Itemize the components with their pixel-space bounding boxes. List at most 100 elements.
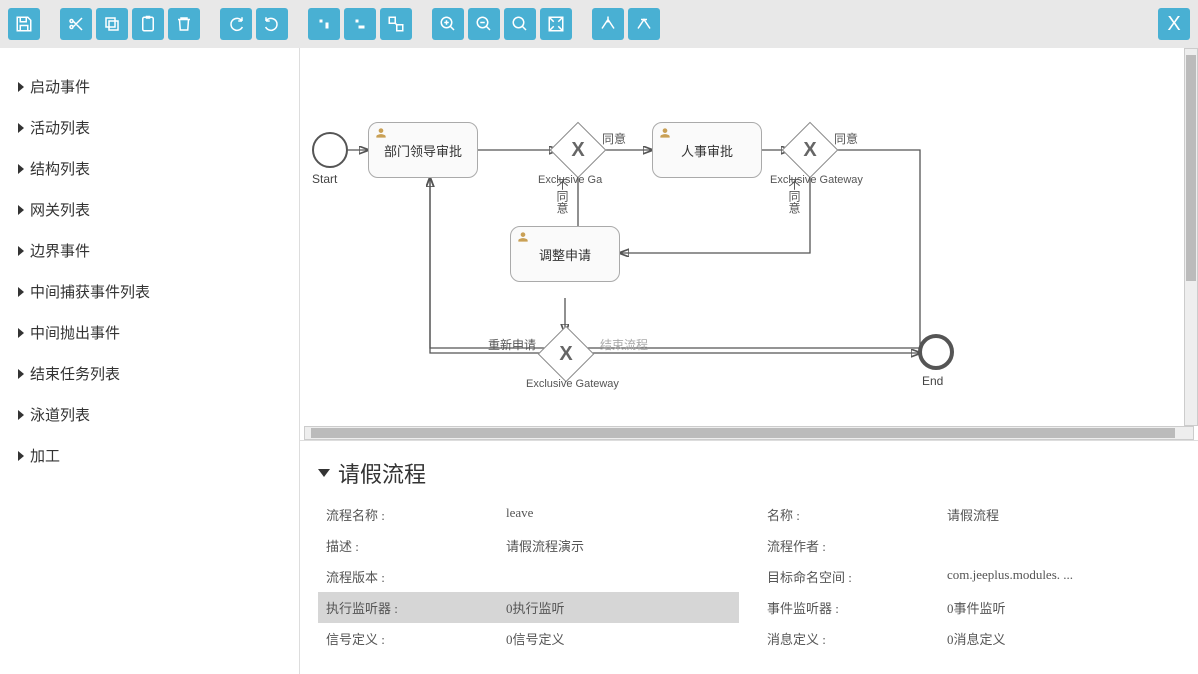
property-value: 0事件监听: [947, 598, 1172, 617]
sidebar-item-label: 边界事件: [30, 240, 90, 261]
properties-title: 请假流程: [338, 457, 426, 489]
zoomin-icon: [439, 15, 457, 33]
property-row[interactable]: 信号定义 :0信号定义: [318, 623, 739, 654]
property-value: 请假流程: [947, 505, 1172, 524]
flow-label-reapply: 重新申请: [488, 336, 536, 353]
property-label: 描述 :: [326, 536, 506, 555]
property-row[interactable]: 流程版本 :: [318, 561, 739, 592]
sidebar-item-1[interactable]: 活动列表: [12, 107, 287, 148]
bpmn-canvas[interactable]: Start 部门领导审批 X Exclusive Ga 人事审批 X Exclu…: [300, 48, 1198, 426]
sidebar-item-7[interactable]: 结束任务列表: [12, 353, 287, 394]
sidebar: 启动事件活动列表结构列表网关列表边界事件中间捕获事件列表中间抛出事件结束任务列表…: [0, 48, 300, 674]
alignh-icon: [351, 15, 369, 33]
gateway-1[interactable]: X Exclusive Ga: [558, 130, 598, 170]
alignv-icon: [315, 15, 333, 33]
property-value: com.jeeplus.modules. ...: [947, 567, 1172, 586]
sidebar-item-3[interactable]: 网关列表: [12, 189, 287, 230]
task-label: 调整申请: [539, 245, 591, 264]
same-size-button[interactable]: [380, 8, 412, 40]
property-label: 信号定义 :: [326, 629, 506, 648]
save-icon: [15, 15, 33, 33]
property-row[interactable]: 执行监听器 :0执行监听: [318, 592, 739, 623]
property-value: [506, 567, 731, 586]
cut-button[interactable]: [60, 8, 92, 40]
samesize-icon: [387, 15, 405, 33]
align-h-button[interactable]: [344, 8, 376, 40]
bend-add-button[interactable]: [592, 8, 624, 40]
paste-button[interactable]: [132, 8, 164, 40]
property-row[interactable]: 消息定义 :0消息定义: [759, 623, 1180, 654]
property-row[interactable]: 事件监听器 :0事件监听: [759, 592, 1180, 623]
caret-right-icon: [18, 123, 24, 133]
sidebar-item-5[interactable]: 中间捕获事件列表: [12, 271, 287, 312]
redo-icon: [227, 15, 245, 33]
user-icon: [374, 126, 388, 140]
property-value: 请假流程演示: [506, 536, 731, 555]
properties-header[interactable]: 请假流程: [318, 451, 1180, 499]
canvas-area[interactable]: Start 部门领导审批 X Exclusive Ga 人事审批 X Exclu…: [300, 48, 1198, 426]
zoomreset-icon: [511, 15, 529, 33]
horizontal-scrollbar[interactable]: [304, 426, 1194, 440]
sidebar-item-label: 网关列表: [30, 199, 90, 220]
flow-label-agree-1: 同意: [602, 130, 626, 147]
save-button[interactable]: [8, 8, 40, 40]
sidebar-item-0[interactable]: 启动事件: [12, 66, 287, 107]
property-row[interactable]: 目标命名空间 :com.jeeplus.modules. ...: [759, 561, 1180, 592]
zoom-reset-button[interactable]: [504, 8, 536, 40]
start-event[interactable]: [312, 132, 348, 168]
sidebar-item-2[interactable]: 结构列表: [12, 148, 287, 189]
property-label: 执行监听器 :: [326, 598, 506, 617]
gateway-3[interactable]: X Exclusive Gateway: [546, 334, 586, 374]
property-value: [947, 536, 1172, 555]
copy-icon: [103, 15, 121, 33]
caret-right-icon: [18, 82, 24, 92]
undo-icon: [263, 15, 281, 33]
cut-icon: [67, 15, 85, 33]
bendadd-icon: [599, 15, 617, 33]
paste-icon: [139, 15, 157, 33]
property-value: 0执行监听: [506, 598, 731, 617]
zoom-out-button[interactable]: [468, 8, 500, 40]
sidebar-item-label: 结构列表: [30, 158, 90, 179]
end-event[interactable]: [918, 334, 954, 370]
bend-remove-button[interactable]: [628, 8, 660, 40]
zoom-fit-button[interactable]: [540, 8, 572, 40]
sidebar-item-label: 中间捕获事件列表: [30, 281, 150, 302]
sidebar-item-4[interactable]: 边界事件: [12, 230, 287, 271]
property-label: 名称 :: [767, 505, 947, 524]
flow-label-endflow: 结束流程: [600, 336, 648, 353]
close-button[interactable]: X: [1158, 8, 1190, 40]
property-label: 流程版本 :: [326, 567, 506, 586]
task-dept-approve[interactable]: 部门领导审批: [368, 122, 478, 178]
user-icon: [516, 230, 530, 244]
task-adjust[interactable]: 调整申请: [510, 226, 620, 282]
delete-button[interactable]: [168, 8, 200, 40]
flow-label-disagree-1: 不同意: [554, 178, 571, 214]
redo-button[interactable]: [220, 8, 252, 40]
property-row[interactable]: 流程作者 :: [759, 530, 1180, 561]
caret-right-icon: [18, 205, 24, 215]
task-hr-approve[interactable]: 人事审批: [652, 122, 762, 178]
sidebar-item-label: 启动事件: [30, 76, 90, 97]
caret-right-icon: [18, 164, 24, 174]
property-row[interactable]: 名称 :请假流程: [759, 499, 1180, 530]
sidebar-item-9[interactable]: 加工: [12, 435, 287, 476]
copy-button[interactable]: [96, 8, 128, 40]
undo-button[interactable]: [256, 8, 288, 40]
properties-panel: 请假流程 流程名称 :leave描述 :请假流程演示流程版本 :执行监听器 :0…: [300, 440, 1198, 674]
workspace: Start 部门领导审批 X Exclusive Ga 人事审批 X Exclu…: [300, 48, 1198, 674]
sidebar-item-label: 泳道列表: [30, 404, 90, 425]
property-label: 事件监听器 :: [767, 598, 947, 617]
zoom-in-button[interactable]: [432, 8, 464, 40]
gateway-label: Exclusive Gateway: [526, 378, 646, 390]
sidebar-item-label: 中间抛出事件: [30, 322, 120, 343]
align-v-button[interactable]: [308, 8, 340, 40]
sidebar-item-6[interactable]: 中间抛出事件: [12, 312, 287, 353]
property-label: 目标命名空间 :: [767, 567, 947, 586]
property-row[interactable]: 描述 :请假流程演示: [318, 530, 739, 561]
gateway-2[interactable]: X Exclusive Gateway: [790, 130, 830, 170]
property-row[interactable]: 流程名称 :leave: [318, 499, 739, 530]
sidebar-item-8[interactable]: 泳道列表: [12, 394, 287, 435]
end-label: End: [922, 374, 943, 388]
toolbar: X: [0, 0, 1198, 48]
